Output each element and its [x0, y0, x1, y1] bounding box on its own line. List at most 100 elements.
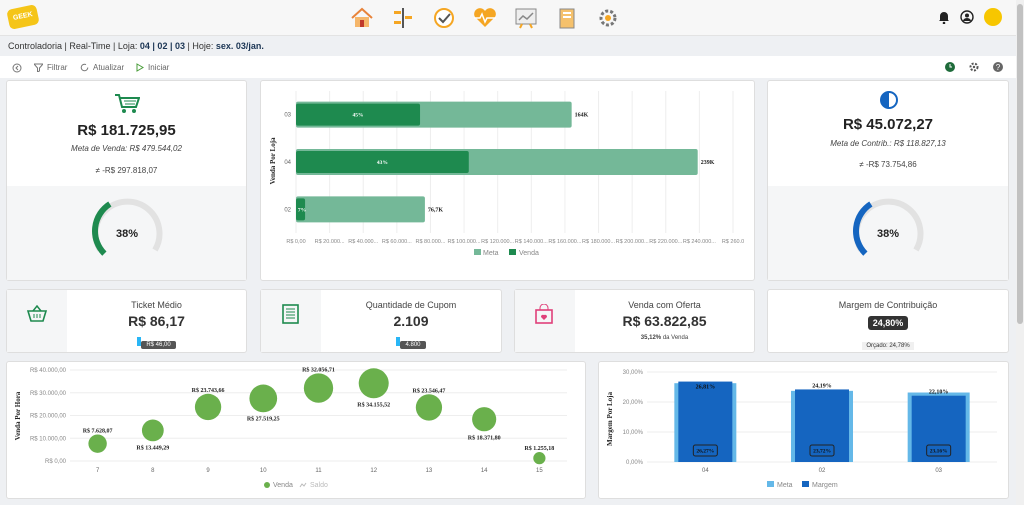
- margem-value: R$ 45.072,27: [842, 116, 934, 133]
- gear-network-icon[interactable]: [594, 5, 622, 31]
- filter-icon: [34, 63, 43, 72]
- x-tick-label: 7: [96, 468, 100, 474]
- x-tick-label: R$ 60.000...: [382, 239, 412, 245]
- kpi-title: Ticket Médio: [131, 300, 182, 310]
- legend-saldo-label: Saldo: [310, 482, 328, 489]
- kpi-title: Margem de Contribuição: [838, 300, 938, 310]
- legend-margem-label: Margem: [812, 482, 838, 489]
- bubble-value-label: R$ 18.371,80: [468, 434, 501, 441]
- bar-inner-label: 26,27%: [696, 449, 714, 455]
- venda-bubble: [472, 407, 497, 432]
- kpi-value: 2.109: [393, 313, 429, 329]
- bar-pct-label: 43%: [377, 160, 388, 166]
- x-tick-label: 02: [819, 468, 826, 474]
- breadcrumb-date: sex. 03/jan.: [215, 41, 264, 51]
- venda-bar: [296, 103, 421, 126]
- timeline-icon[interactable]: [389, 5, 417, 31]
- start-label: Iniciar: [148, 63, 170, 72]
- margem-card: R$ 45.072,27 Meta de Contrib.: R$ 118.82…: [767, 80, 1009, 281]
- help-icon[interactable]: ?: [993, 62, 1003, 72]
- refresh-icon: [80, 63, 89, 72]
- bubble-value-label: R$ 34.155,52: [357, 401, 390, 408]
- bell-icon[interactable]: [938, 11, 950, 24]
- legend-venda-label: Venda: [519, 250, 539, 257]
- y-tick-label: 04: [284, 160, 291, 166]
- legend-saldo-swatch: [299, 482, 307, 488]
- venda-bubble: [415, 394, 443, 421]
- back-button[interactable]: [12, 63, 22, 73]
- y-tick-label: 02: [284, 207, 291, 213]
- x-tick-label: R$ 140.000...: [515, 239, 548, 245]
- filter-button[interactable]: Filtrar: [34, 63, 67, 72]
- margem-bar: [795, 389, 849, 462]
- x-tick-label: 12: [370, 468, 377, 474]
- filter-label: Filtrar: [47, 63, 68, 72]
- ticket-medio-card: Ticket Médio R$ 86,17 R$ 46,00: [6, 289, 247, 353]
- clock-icon[interactable]: [945, 62, 955, 72]
- avatar[interactable]: [984, 8, 1002, 26]
- kpi-note: Orçado: 24,78%: [862, 342, 914, 350]
- margem-diff: ≠ -R$ 73.754,86: [859, 160, 917, 169]
- x-tick-label: 10: [260, 468, 267, 474]
- y-tick-label: 0,00%: [626, 460, 644, 466]
- receipt-icon: [282, 304, 299, 324]
- bubble-value-label: R$ 1.255,18: [524, 445, 554, 452]
- check-clock-icon[interactable]: [430, 5, 458, 31]
- x-tick-label: 9: [206, 468, 210, 474]
- venda-gauge-area: 38%: [7, 186, 246, 280]
- home-icon[interactable]: [348, 5, 376, 31]
- start-button[interactable]: Iniciar: [136, 63, 169, 72]
- margem-por-loja-chart: 30,00% 20,00% 10,00% 0,00% Margem Por Loja 26…: [606, 370, 997, 489]
- meta-bar: [296, 196, 425, 223]
- legend-meta-swatch: [767, 481, 774, 487]
- kpi-note-pct: 35,12%: [640, 335, 662, 341]
- toolbar: Filtrar Atualizar Iniciar ?: [0, 56, 1016, 78]
- venda-card: R$ 181.725,95 Meta de Venda: R$ 479.544,…: [6, 80, 247, 281]
- scrollbar[interactable]: [1016, 0, 1024, 505]
- cart-icon: [115, 94, 140, 113]
- app-logo[interactable]: GEEK: [6, 4, 40, 30]
- breadcrumb-hoje-label: | Hoje:: [184, 41, 216, 51]
- venda-meta: Meta de Venda: R$ 479.544,02: [71, 144, 182, 153]
- inner-label-box: [692, 444, 718, 457]
- bar-inner-label: 23,16%: [930, 449, 948, 455]
- kpi-value: R$ 86,17: [128, 313, 185, 329]
- breadcrumb-stores: 04 | 02 | 03: [139, 41, 185, 51]
- margem-contrib-card: Margem de Contribuição 24,80% Orçado: 24…: [767, 289, 1009, 353]
- y-tick-label: R$ 30.000,00: [30, 391, 67, 397]
- x-tick-label: 8: [151, 468, 155, 474]
- venda-value: R$ 181.725,95: [77, 122, 176, 139]
- venda-bar: [296, 198, 306, 221]
- refresh-label: Atualizar: [93, 63, 125, 72]
- venda-bubble: [88, 434, 107, 453]
- legend-venda-swatch: [264, 482, 270, 488]
- user-icon[interactable]: [960, 10, 974, 24]
- heart-pulse-icon[interactable]: [471, 5, 499, 31]
- bar-pct-label: 7%: [298, 207, 306, 213]
- gauge-fill: [92, 201, 112, 256]
- gauge-fill: [853, 201, 873, 256]
- refresh-button[interactable]: Atualizar: [80, 63, 124, 72]
- svg-text:?: ?: [996, 63, 1001, 72]
- scrollbar-thumb[interactable]: [1017, 4, 1023, 324]
- chart-board-icon[interactable]: [512, 5, 540, 31]
- x-tick-label: R$ 120.000...: [481, 239, 514, 245]
- venda-bubble: [533, 452, 546, 465]
- x-tick-label: 11: [315, 468, 322, 474]
- inner-label-box: [809, 444, 835, 457]
- clipboard-icon[interactable]: [553, 5, 581, 31]
- kpi-value: R$ 63.822,85: [622, 313, 707, 329]
- kpi-note: 35,12% da Venda: [575, 335, 754, 341]
- legend-meta-label: Meta: [483, 250, 499, 257]
- bubble-value-label: R$ 27.519,25: [247, 415, 280, 422]
- breadcrumb-prefix: Controladoria | Real-Time | Loja:: [8, 41, 140, 51]
- x-tick-label: 13: [426, 468, 433, 474]
- kpi-title: Quantidade de Cupom: [365, 300, 457, 310]
- y-tick-label: 30,00%: [623, 370, 644, 376]
- settings-icon[interactable]: [969, 62, 979, 72]
- y-tick-label: 20,00%: [623, 400, 644, 406]
- x-tick-label: 04: [702, 468, 709, 474]
- legend-meta-swatch: [474, 249, 481, 255]
- x-tick-label: R$ 200.000...: [616, 239, 649, 245]
- y-axis-label: Venda Por Hora: [14, 391, 22, 440]
